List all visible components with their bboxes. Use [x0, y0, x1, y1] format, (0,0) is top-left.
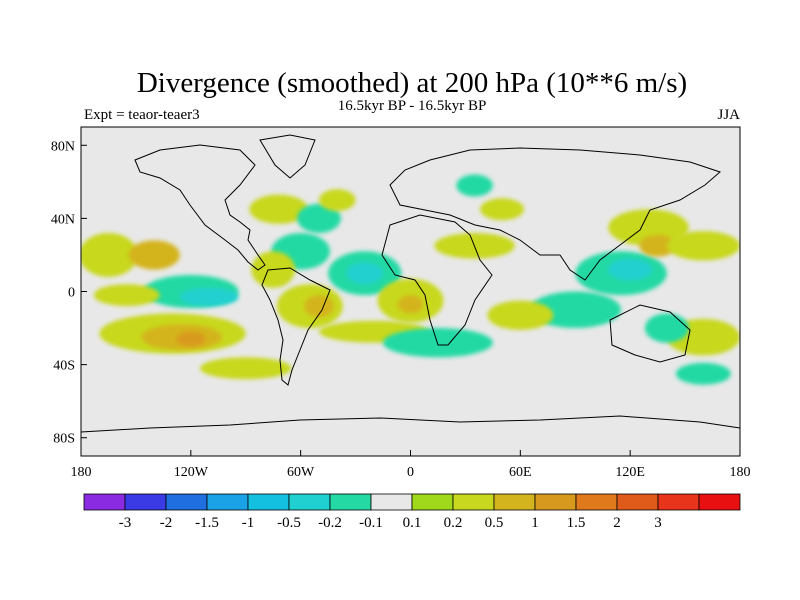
field-blob: [608, 209, 689, 246]
chart-title: Divergence (smoothed) at 200 hPa (10**6 …: [137, 67, 687, 99]
x-tick-label: 120E: [615, 465, 645, 480]
colorbar-swatch: [575, 493, 618, 511]
colorbar-swatch: [616, 493, 659, 511]
colorbar-label: -3: [119, 515, 132, 531]
chart-subtitle-right: JJA: [717, 107, 740, 123]
field-blob: [487, 300, 554, 330]
colorbar-swatch: [124, 493, 167, 511]
colorbar: -3 -2 -1.5 -1 -0.5 -0.2 -0.1 0.1 0.2 0.5 1 1.5 2 3: [83, 493, 741, 531]
x-tick-label: 0: [407, 465, 414, 480]
y-tick-label: 80N: [51, 139, 75, 154]
colorbar-swatch: [657, 493, 700, 511]
colorbar-label: 0.5: [485, 515, 504, 531]
colorbar-swatch: [411, 493, 454, 511]
colorbar-swatch: [370, 493, 413, 511]
field-blob: [397, 295, 424, 314]
colorbar-swatch: [247, 493, 290, 511]
colorbar-swatch: [493, 493, 536, 511]
field-blob: [179, 287, 239, 307]
field-blob: [249, 194, 308, 224]
colorbar-label: 2: [613, 515, 621, 531]
colorbar-swatch: [288, 493, 331, 511]
field-blob: [297, 203, 341, 234]
colorbar-swatch: [698, 493, 741, 511]
field-blob: [304, 295, 334, 318]
y-tick-label: 80S: [53, 432, 75, 447]
colorbar-swatch: [165, 493, 208, 511]
field-blob: [81, 233, 138, 277]
x-tick-label: 120W: [174, 465, 209, 480]
field-blob: [608, 258, 653, 281]
colorbar-swatch: [534, 493, 577, 511]
colorbar-label: -0.1: [359, 515, 383, 531]
axes: 180 120W 60W 0 60E 120E 180 80N 40N 0 40S 80S: [51, 139, 751, 480]
x-tick-label: 180: [71, 465, 92, 480]
field-blob: [383, 328, 493, 358]
colorbar-swatch: [452, 493, 495, 511]
field-blob: [639, 234, 676, 257]
colorbar-label: 1.5: [567, 515, 586, 531]
chart-subtitle-left: Expt = teaor-teaer3: [84, 107, 200, 123]
field-blob: [666, 231, 740, 261]
field-blob: [318, 189, 356, 212]
divergence-field: [81, 174, 740, 385]
coast-australia: [609, 304, 691, 363]
field-blob: [176, 331, 206, 347]
colorbar-label: 0.1: [403, 515, 422, 531]
field-blob: [480, 198, 524, 221]
colorbar-label: -1.5: [195, 515, 219, 531]
colorbar-label: 1: [531, 515, 539, 531]
coast-north-america: [134, 144, 266, 271]
x-tick-label: 60W: [287, 465, 315, 480]
colorbar-label: 3: [654, 515, 662, 531]
field-blob: [456, 174, 493, 197]
colorbar-label: -2: [160, 515, 173, 531]
field-blob: [529, 291, 622, 329]
colorbar-label: 0.2: [444, 515, 463, 531]
x-tick-label: 180: [730, 465, 751, 480]
colorbar-label: -0.5: [277, 515, 301, 531]
y-tick-label: 0: [68, 286, 75, 301]
field-blob: [346, 262, 384, 285]
colorbar-swatch: [329, 493, 372, 511]
coast-antarctica: [81, 415, 740, 433]
field-blob: [199, 357, 292, 380]
coast-africa: [381, 214, 493, 346]
map-panel: 180 120W 60W 0 60E 120E 180 80N 40N 0 40S 80S: [51, 126, 751, 480]
y-tick-label: 40S: [53, 359, 75, 374]
colorbar-label: -1: [242, 515, 255, 531]
y-tick-label: 40N: [51, 212, 75, 227]
field-blob: [675, 362, 731, 385]
chart-subtitle-center: 16.5kyr BP - 16.5kyr BP: [338, 98, 487, 114]
field-blob: [93, 284, 160, 307]
colorbar-swatch: [83, 493, 126, 511]
x-tick-label: 60E: [509, 465, 532, 480]
coast-south-america: [261, 267, 331, 386]
field-blob: [644, 313, 689, 343]
colorbar-label: -0.2: [318, 515, 342, 531]
coast-eurasia: [389, 147, 721, 281]
coast-greenland: [259, 134, 316, 179]
field-blob: [128, 240, 180, 270]
coastlines: [81, 134, 740, 433]
colorbar-swatch: [206, 493, 249, 511]
